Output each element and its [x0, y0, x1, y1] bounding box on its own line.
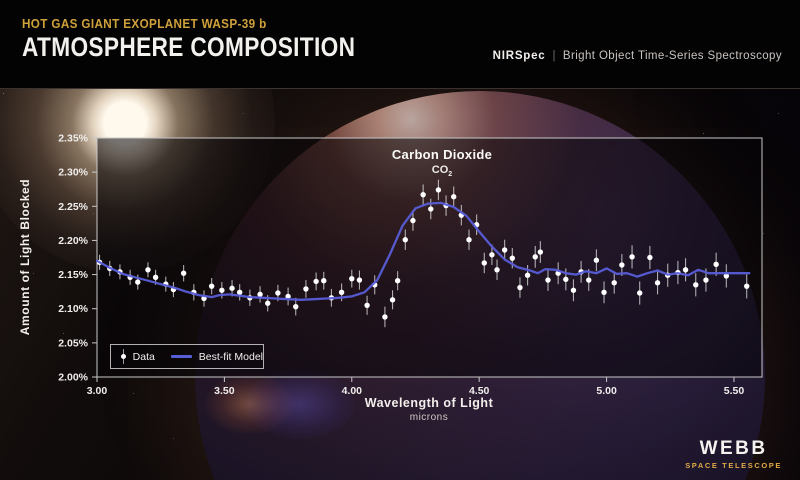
legend-data-label: Data	[132, 350, 155, 363]
data-point	[489, 252, 495, 258]
y-tick-label: 2.15%	[58, 269, 88, 281]
data-point	[236, 289, 243, 296]
x-tick-label: 3.00	[87, 385, 108, 397]
instrument-caption: NIRSpec | Bright Object Time-Series Spectr…	[493, 50, 782, 62]
data-point	[145, 267, 151, 273]
data-point	[619, 262, 625, 268]
data-point	[285, 293, 291, 300]
webb-logo-name: WEBB	[699, 438, 768, 459]
y-tick-label: 2.00%	[58, 372, 88, 384]
data-point	[257, 291, 263, 298]
data-point	[389, 297, 396, 303]
y-tick-label: 2.10%	[58, 303, 88, 315]
y-tick-label: 2.05%	[58, 337, 88, 349]
instrument-name: NIRSpec	[492, 50, 546, 62]
x-tick-label: 5.00	[596, 385, 617, 397]
data-point	[364, 302, 370, 308]
data-point	[494, 267, 500, 273]
data-point	[563, 276, 569, 283]
data-point	[509, 255, 516, 261]
y-tick-label: 2.25%	[58, 201, 88, 213]
annotation-formula: CO2	[431, 164, 453, 179]
data-point	[637, 290, 643, 296]
data-point	[517, 284, 523, 291]
data-point	[601, 289, 607, 296]
data-point	[570, 287, 577, 293]
y-axis-label: Amount of Light Blocked	[18, 178, 32, 336]
x-axis-label: Wavelength of Light	[364, 396, 494, 410]
data-point	[420, 191, 426, 198]
data-point	[501, 247, 508, 253]
data-point	[313, 278, 319, 285]
co2-annotation: Carbon Dioxide CO2	[392, 147, 492, 178]
data-point	[135, 279, 141, 285]
data-point	[229, 285, 235, 291]
data-point	[293, 303, 299, 310]
data-point	[703, 277, 709, 283]
data-point	[532, 254, 538, 260]
header-bar: HOT GAS GIANT EXOPLANET WASP-39 b ATMOSP…	[0, 0, 800, 88]
data-point	[537, 249, 544, 255]
data-point	[593, 257, 600, 263]
data-point	[275, 290, 281, 296]
warm-limb-glow	[205, 374, 295, 434]
x-axis-units: microns	[409, 412, 449, 423]
x-tick-label: 5.50	[724, 385, 745, 397]
legend-model-label: Best-fit Model	[198, 350, 263, 363]
data-point	[647, 254, 653, 261]
data-point	[402, 237, 408, 243]
y-tick-label: 2.30%	[58, 167, 88, 179]
data-point	[265, 300, 271, 306]
data-point	[303, 286, 309, 292]
best-fit-model-line	[95, 201, 751, 301]
data-point	[713, 261, 719, 268]
data-point	[208, 283, 215, 289]
data-point	[545, 277, 551, 283]
data-point	[481, 260, 487, 266]
chart-legend: Data Best-fit Model	[110, 344, 264, 369]
data-point	[382, 314, 388, 320]
data-point	[219, 287, 225, 293]
data-point	[744, 283, 750, 289]
y-tick-label: 2.20%	[58, 235, 88, 247]
data-point	[428, 206, 434, 212]
webb-logo: WEBB SPACE TELESCOPE	[685, 439, 782, 470]
data-point	[466, 237, 472, 243]
data-point	[451, 194, 457, 200]
data-point-marker-icon	[120, 349, 127, 364]
model-line-icon	[170, 355, 192, 358]
data-point	[356, 277, 363, 283]
purple-limb-glow	[245, 369, 355, 439]
page-title: ATMOSPHERE COMPOSITION	[22, 32, 356, 62]
instrument-mode: Bright Object Time-Series Spectroscopy	[562, 50, 782, 62]
data-point	[435, 187, 442, 193]
data-point	[629, 254, 635, 260]
data-point	[321, 278, 327, 284]
data-point	[349, 275, 355, 282]
annotation-title: Carbon Dioxide	[391, 147, 493, 162]
data-point	[723, 273, 730, 279]
data-point	[611, 280, 617, 286]
data-point	[394, 278, 401, 284]
data-point	[410, 217, 416, 224]
data-point	[682, 267, 689, 273]
x-tick-label: 3.50	[214, 385, 235, 397]
x-tick-label: 4.50	[469, 385, 490, 397]
data-point	[693, 282, 699, 288]
separator: |	[552, 50, 556, 62]
subtitle-kicker: HOT GAS GIANT EXOPLANET WASP-39 b	[22, 16, 267, 31]
data-point	[180, 270, 187, 276]
data-point	[338, 289, 345, 296]
y-tick-label: 2.35%	[58, 133, 88, 145]
x-axis-label-group: Wavelength of Light microns	[365, 396, 493, 423]
data-point	[524, 272, 531, 278]
x-tick-label: 4.00	[342, 385, 363, 397]
data-point	[654, 280, 661, 286]
data-point	[586, 277, 592, 283]
webb-logo-tagline: SPACE TELESCOPE	[685, 461, 782, 470]
data-point	[152, 274, 159, 281]
